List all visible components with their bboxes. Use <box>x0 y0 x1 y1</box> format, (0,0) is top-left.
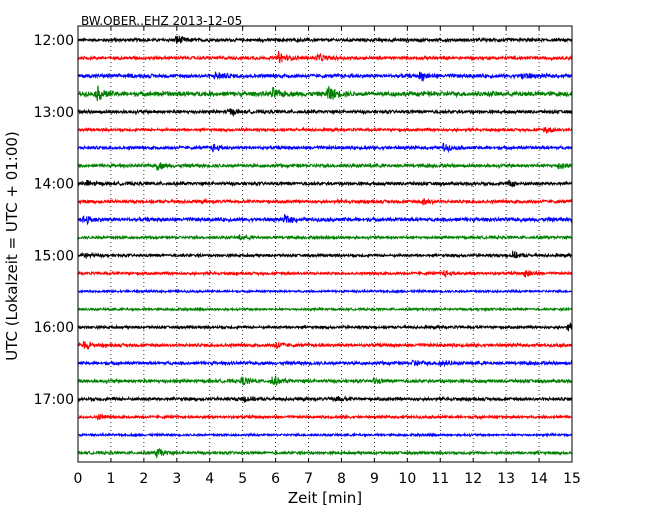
x-tick-label: 0 <box>74 471 83 487</box>
x-tick-label: 2 <box>139 471 148 487</box>
trace-1430 <box>77 214 573 226</box>
x-tick-label: 13 <box>497 471 515 487</box>
x-tick-label: 12 <box>464 471 482 487</box>
trace-1230 <box>77 71 573 82</box>
trace-1330 <box>77 142 573 154</box>
x-tick-label: 11 <box>431 471 449 487</box>
x-tick-label: 3 <box>172 471 181 487</box>
vertical-grid <box>110 26 540 462</box>
x-tick-label: 10 <box>398 471 416 487</box>
trace-1515 <box>77 269 573 279</box>
x-tick-label: 6 <box>271 471 280 487</box>
x-axis-label: Zeit [min] <box>288 489 362 507</box>
x-tick-label: 14 <box>530 471 548 487</box>
trace-1215 <box>77 51 573 64</box>
trace-1530 <box>77 288 573 295</box>
trace-1630 <box>77 359 573 368</box>
trace-1600 <box>77 322 573 332</box>
y-tick-label: 12:00 <box>34 33 74 49</box>
trace-1500 <box>77 250 573 260</box>
trace-1400 <box>77 179 573 188</box>
trace-1715 <box>77 413 573 421</box>
y-tick-label: 17:00 <box>34 392 74 408</box>
plot-frame <box>77 25 573 463</box>
y-axis-ticks: 12:00 13:00 14:00 15:00 16:00 17:00 <box>34 33 572 408</box>
x-tick-label: 4 <box>205 471 214 487</box>
trace-1415 <box>77 197 573 206</box>
x-tick-label: 15 <box>563 471 581 487</box>
trace-1745 <box>77 447 573 459</box>
trace-1245 <box>77 85 573 102</box>
x-axis-ticks: 0 1 2 3 4 5 6 7 8 9 10 11 12 13 14 15 <box>74 26 581 487</box>
y-tick-label: 13:00 <box>34 105 74 121</box>
trace-1345 <box>77 162 573 171</box>
trace-1615 <box>77 341 573 350</box>
x-tick-label: 8 <box>337 471 346 487</box>
x-tick-label: 5 <box>238 471 247 487</box>
trace-1200 <box>77 35 573 45</box>
trace-1300 <box>77 108 573 118</box>
seismic-traces <box>77 35 573 459</box>
trace-1545 <box>77 306 573 313</box>
trace-1445 <box>77 233 573 241</box>
chart-title: BW.OBER..EHZ 2013-12-05 <box>81 14 242 28</box>
trace-1730 <box>77 431 573 438</box>
x-tick-label: 7 <box>304 471 313 487</box>
y-tick-label: 16:00 <box>34 320 74 336</box>
trace-1645 <box>77 375 573 386</box>
y-tick-label: 14:00 <box>34 177 74 193</box>
y-tick-label: 15:00 <box>34 248 74 264</box>
y-axis-label: UTC (Lokalzeit = UTC + 01:00) <box>3 131 21 361</box>
trace-1700 <box>77 395 573 403</box>
trace-1315 <box>77 126 573 134</box>
x-tick-label: 1 <box>106 471 115 487</box>
x-tick-label: 9 <box>370 471 379 487</box>
